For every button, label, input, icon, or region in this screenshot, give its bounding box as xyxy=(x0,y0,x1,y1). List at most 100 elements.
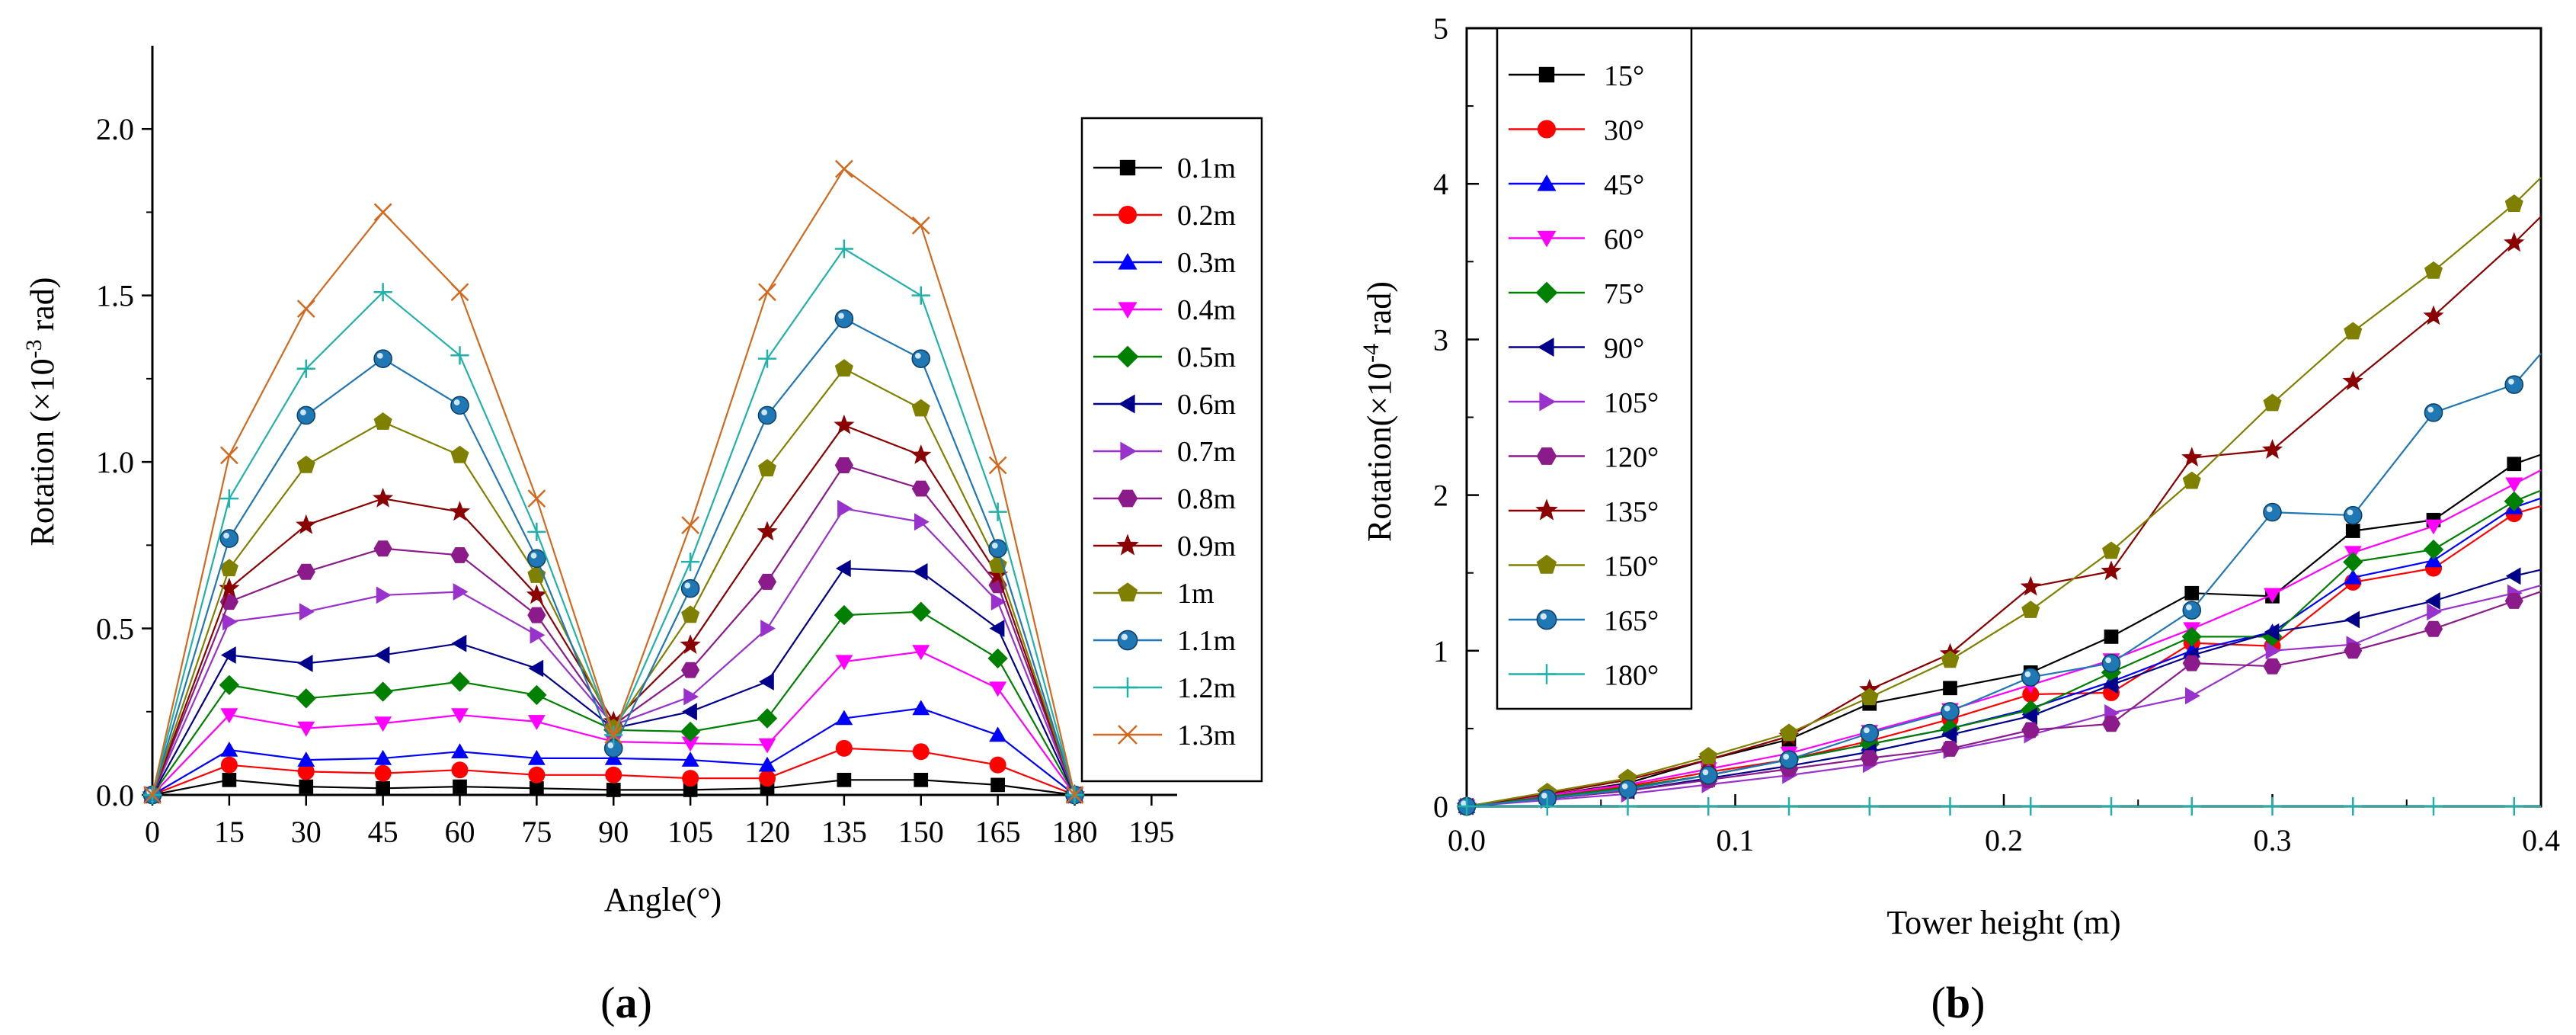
chart-a-point xyxy=(219,559,238,577)
chart-a-legend-label: 0.8m xyxy=(1177,483,1236,515)
chart-b-point xyxy=(2101,796,2121,816)
chart-b-legend-label: 30° xyxy=(1604,115,1644,147)
chart-a-point xyxy=(990,777,1005,793)
chart-b-series-150° xyxy=(1458,177,2542,815)
chart-b-point xyxy=(2101,560,2122,581)
chart-a-point xyxy=(835,739,853,757)
chart-b-point xyxy=(2021,601,2040,618)
chart-a-point xyxy=(606,783,621,797)
chart-b-point xyxy=(2424,519,2443,535)
chart-b-legend-marker xyxy=(1539,392,1556,412)
chart-a-xtick-label: 180 xyxy=(1052,815,1098,849)
chart-b-point xyxy=(2021,668,2040,687)
chart-a-ticks: 0 15 30 45 60 75 90 105 120 135 150 165 180 195 0.0 0.5… xyxy=(96,112,1174,849)
chart-b-point xyxy=(1699,747,1718,764)
chart-b-legend-label: 150° xyxy=(1604,551,1659,583)
chart-a-point xyxy=(989,726,1007,742)
chart-b-point xyxy=(2181,626,2202,647)
chart-a-point xyxy=(1065,786,1084,804)
chart-a-point xyxy=(605,766,622,783)
chart-a-legend-item: 0.6m xyxy=(1093,389,1236,421)
chart-a-point xyxy=(373,283,392,302)
chart-a-line-1.3m xyxy=(151,168,1076,796)
chart-a-point xyxy=(912,562,928,581)
chart-b-legend-item: 15° xyxy=(1509,60,1644,92)
chart-a-point xyxy=(834,239,853,258)
chart-b-point xyxy=(2344,796,2363,816)
chart-a-point xyxy=(450,283,469,302)
chart-a-point xyxy=(834,414,855,434)
chart-b-legend-label: 105° xyxy=(1604,387,1659,419)
chart-a-point xyxy=(757,573,777,590)
chart-b-point-highlight xyxy=(2508,378,2514,385)
chart-b-xtick-label: 0.0 xyxy=(1448,823,1486,857)
chart-b-legend-marker xyxy=(1535,498,1558,521)
chart-b-point xyxy=(2504,796,2523,816)
chart-a-point xyxy=(450,671,470,692)
chart-a-point xyxy=(527,489,546,508)
chart-a-point xyxy=(296,563,315,580)
chart-a-legend-marker-highlight xyxy=(1121,633,1128,640)
chart-b-point xyxy=(2344,569,2362,585)
chart-b-xtick-label: 0.4 xyxy=(2522,823,2560,857)
chart-a-point xyxy=(296,455,315,473)
chart-b-point xyxy=(2022,685,2040,703)
chart-a-point xyxy=(374,646,390,664)
chart-a-legend-item: 0.5m xyxy=(1093,341,1236,373)
chart-a-point xyxy=(451,708,469,724)
chart-a-legend-marker xyxy=(1117,582,1138,602)
chart-b: 0.0 0.1 0.2 0.3 0.4 0 1 2 3 4 5 Tower height (m) R… xyxy=(1358,11,2561,941)
chart-a-point xyxy=(373,487,394,508)
chart-b-legend-item: 30° xyxy=(1509,115,1644,147)
chart-b-legend-item: 90° xyxy=(1509,333,1644,365)
chart-a-point xyxy=(911,399,930,417)
chart-b-legend-item: 165° xyxy=(1509,605,1659,637)
chart-b-point xyxy=(1941,650,1960,668)
chart-b-legend-item: 60° xyxy=(1509,224,1644,256)
chart-b-point xyxy=(1941,741,1960,757)
chart-a-point xyxy=(760,620,776,637)
chart-b-point-highlight xyxy=(2024,671,2031,678)
chart-a-point xyxy=(681,553,700,572)
chart-a-legend-label: 0.3m xyxy=(1177,247,1236,279)
chart-a-point xyxy=(757,708,778,729)
chart-a-point xyxy=(376,586,392,604)
chart-b-point xyxy=(2182,471,2201,489)
chart-b-legend-label: 45° xyxy=(1604,169,1644,201)
chart-b-point xyxy=(2184,585,2200,601)
chart-a-point xyxy=(834,359,853,377)
chart-b-point-highlight xyxy=(1541,793,1547,799)
chart-a-legend-marker xyxy=(1120,441,1137,461)
chart-a-point xyxy=(296,405,316,425)
chart-a-point xyxy=(989,681,1007,697)
chart-a-legend-item: 0.7m xyxy=(1093,436,1236,468)
chart-a-point xyxy=(681,662,700,678)
chart-a-point xyxy=(526,584,547,604)
chart-a-legend-item: 0.1m xyxy=(1093,152,1236,184)
chart-b-point xyxy=(2504,375,2524,394)
chart-a-point xyxy=(299,603,315,621)
chart-b-point-highlight xyxy=(1783,754,1789,760)
chart-b-legend-item: 120° xyxy=(1509,442,1659,474)
chart-b-legend-marker xyxy=(1538,120,1556,139)
chart-b-point-highlight xyxy=(2105,657,2111,664)
chart-a-legend-marker xyxy=(1118,725,1138,745)
chart-a-point xyxy=(219,446,238,465)
chart-b-point xyxy=(1860,687,1879,706)
chart-a-legend-item: 1m xyxy=(1093,578,1214,610)
chart-a-xtick-label: 45 xyxy=(368,815,398,849)
chart-b-point xyxy=(2423,539,2444,560)
chart-a-point-highlight xyxy=(991,543,998,549)
chart-a-point xyxy=(837,499,853,518)
chart-a-legend-label: 1.1m xyxy=(1177,625,1236,657)
chart-b-point xyxy=(1860,796,1879,816)
chart-a-point xyxy=(296,359,315,378)
chart-a-point xyxy=(219,489,238,508)
chart-a-xtick-label: 120 xyxy=(744,815,790,849)
chart-a-point xyxy=(299,779,314,794)
chart-b-point xyxy=(2182,655,2201,671)
chart-a-point xyxy=(527,522,546,541)
chart-a-legend-item: 0.4m xyxy=(1093,294,1236,326)
chart-a-point xyxy=(680,634,701,654)
chart-b-point xyxy=(2263,796,2282,816)
